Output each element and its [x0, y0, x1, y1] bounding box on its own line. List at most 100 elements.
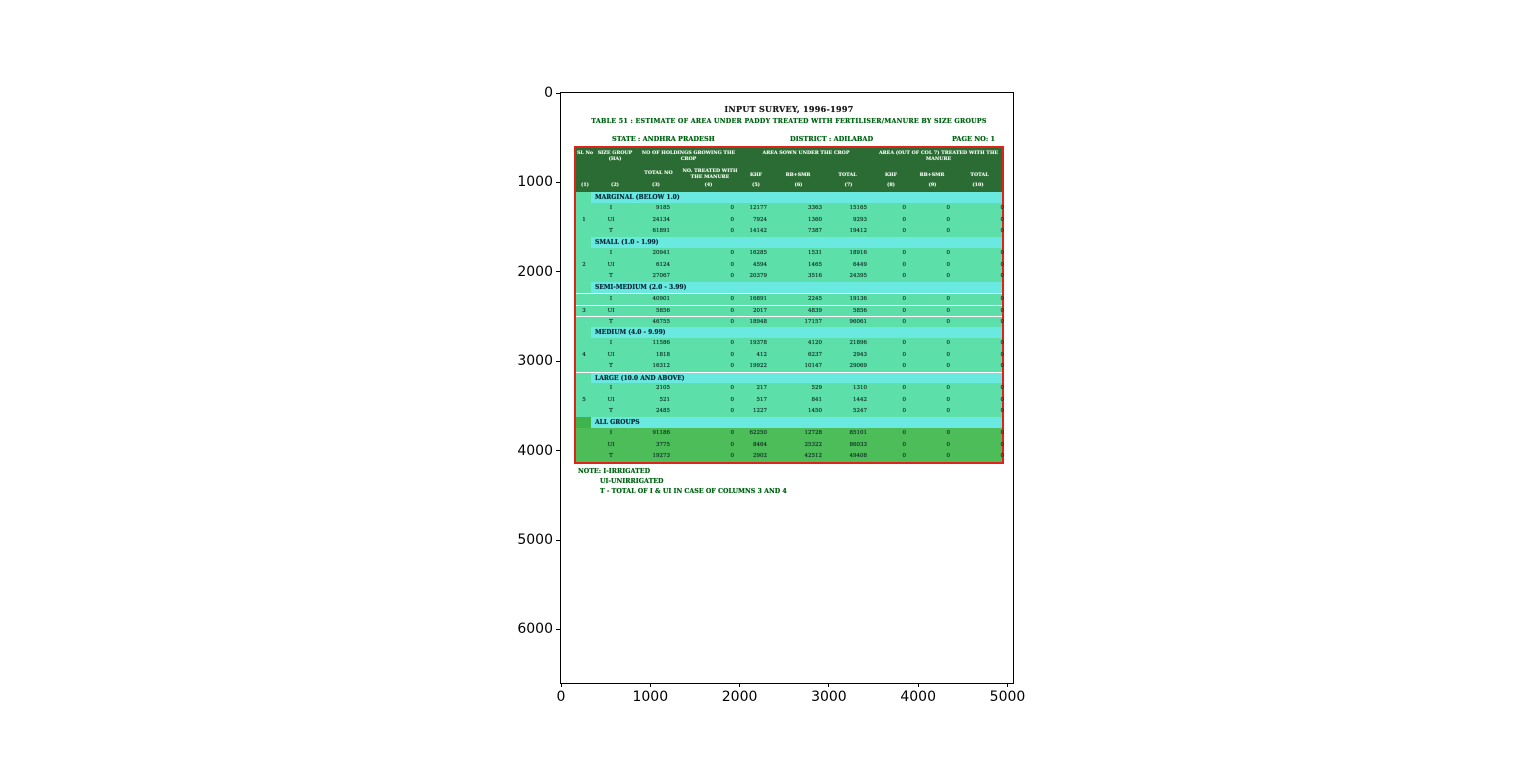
x-tick-label: 3000: [811, 689, 847, 705]
cell-value: 14142: [749, 227, 768, 234]
cell-value: 2105: [656, 385, 670, 392]
cell-value: 0: [946, 261, 951, 268]
group-label-row: MARGINAL (BELOW 1.0): [576, 192, 1002, 204]
cell-value: 12728: [804, 430, 823, 437]
cell-value: 2245: [808, 296, 822, 303]
row-type-label: I: [609, 296, 613, 303]
cell-value: 0: [946, 407, 951, 414]
row-type-label: UI: [607, 441, 615, 448]
cell-value: 0: [730, 407, 735, 414]
scanned-document: INPUT SURVEY, 1996-1997 TABLE 51 : ESTIM…: [561, 93, 1013, 683]
header-group-area-sown: AREA SOWN UNDER THE CROP: [762, 150, 850, 156]
cell-value: 0: [946, 351, 951, 358]
y-tick-label: 4000: [517, 442, 553, 459]
footnote-line-1: NOTE: I-IRRIGATED: [578, 468, 651, 475]
y-tick-mark: [556, 181, 560, 183]
cell-value: 0: [730, 250, 735, 257]
table-row: 1 UI 24134 0 7924 1360 9293 0 0 0: [576, 215, 1004, 226]
cell-value: 9293: [853, 216, 867, 223]
cell-value: 0: [902, 318, 907, 325]
cell-value: 529: [811, 385, 823, 392]
header-group-area-treated: AREA (OUT OF COL 7) TREATED WITH THE MAN…: [878, 150, 999, 162]
table-header: SL No SIZE GROUP (HA) NO OF HOLDINGS GRO…: [576, 148, 1002, 192]
cell-value: 12177: [749, 205, 768, 212]
table-row: 4 UI 1818 0 412 6237 2943 0 0 0: [576, 350, 1004, 361]
cell-value: 3516: [808, 272, 822, 279]
cell-value: 1465: [808, 261, 822, 268]
cell-value: 517: [756, 396, 768, 403]
sl-number: 3: [582, 307, 586, 314]
header-total-no: TOTAL NO: [644, 170, 673, 176]
x-tick-mark: [1007, 683, 1008, 687]
x-tick-label: 2000: [721, 689, 758, 705]
sl-number: 1: [582, 216, 586, 223]
cell-value: 0: [1000, 340, 1005, 347]
y-tick-label: 6000: [517, 621, 553, 638]
cell-value: 0: [902, 430, 907, 437]
cell-value: 0: [730, 296, 735, 303]
column-number: (10): [972, 182, 984, 188]
row-type-label: UI: [607, 351, 615, 358]
group-label-row: ALL GROUPS: [576, 417, 1002, 429]
cell-value: 0: [902, 441, 907, 448]
y-tick-mark: [556, 271, 560, 273]
cell-value: 19412: [849, 227, 868, 234]
cell-value: 11586: [652, 340, 671, 347]
cell-value: 8464: [753, 441, 767, 448]
cell-value: 2902: [753, 452, 767, 459]
group-sl-cell: [576, 327, 591, 339]
table-row: UI 3775 0 8464 25322 86033 0 0 0: [576, 439, 1005, 451]
column-number: (9): [928, 182, 937, 188]
survey-table: SL No SIZE GROUP (HA) NO OF HOLDINGS GRO…: [574, 146, 1004, 464]
cell-value: 3775: [656, 441, 670, 448]
cell-value: 0: [730, 441, 735, 448]
row-type-label: T: [609, 227, 613, 234]
cell-value: 29069: [849, 362, 868, 369]
group-label: SEMI-MEDIUM (2.0 - 3.99): [591, 282, 1002, 294]
cell-value: 24134: [652, 216, 671, 223]
cell-value: 0: [1000, 307, 1005, 314]
cell-value: 16312: [652, 362, 671, 369]
cell-value: 0: [902, 296, 907, 303]
row-type-label: I: [609, 385, 613, 392]
y-tick-mark: [556, 92, 560, 94]
column-number: (6): [794, 182, 803, 188]
column-number-row: (1) (2) (3) (4) (5) (6) (7) (8) (9) (10): [576, 182, 1002, 192]
table-row: T 46755 0 18948 17157 96061 0 0 0: [576, 315, 1004, 327]
cell-value: 217: [756, 385, 768, 392]
cell-value: 0: [1000, 430, 1005, 437]
cell-value: 0: [902, 261, 907, 268]
cell-value: 1818: [656, 351, 670, 358]
table-body: MARGINAL (BELOW 1.0) I 9185 0 12177 3363 15165…: [576, 192, 1005, 462]
document-title: INPUT SURVEY, 1996-1997: [724, 104, 854, 114]
cell-value: 0: [946, 385, 951, 392]
header-sl-no: SL No: [576, 150, 594, 156]
cell-value: 2017: [753, 307, 767, 314]
cell-value: 0: [1000, 272, 1005, 279]
header-size-group: SIZE GROUP (HA): [597, 150, 633, 162]
cell-value: 17157: [804, 318, 823, 325]
cell-value: 18916: [849, 250, 868, 257]
group-sl-cell: [576, 237, 591, 249]
cell-value: 1360: [808, 216, 822, 223]
cell-value: 61891: [652, 227, 671, 234]
cell-value: 7387: [808, 227, 822, 234]
column-number: (2): [611, 182, 619, 188]
cell-value: 0: [902, 385, 907, 392]
cell-value: 6237: [808, 351, 822, 358]
cell-value: 0: [902, 407, 907, 414]
cell-value: 0: [946, 318, 951, 325]
cell-value: 0: [902, 396, 907, 403]
cell-value: 0: [730, 205, 735, 212]
column-number: (1): [581, 182, 589, 188]
table-row: T 16312 0 19922 10147 29069 0 0 0: [576, 361, 1004, 372]
y-tick-label: 3000: [517, 353, 553, 370]
y-tick-label: 5000: [517, 532, 553, 548]
cell-value: 1442: [853, 396, 867, 403]
cell-value: 0: [730, 227, 735, 234]
cell-value: 0: [902, 351, 907, 358]
cell-value: 0: [946, 441, 951, 448]
cell-value: 0: [1000, 441, 1005, 448]
y-tick-mark: [556, 539, 560, 541]
